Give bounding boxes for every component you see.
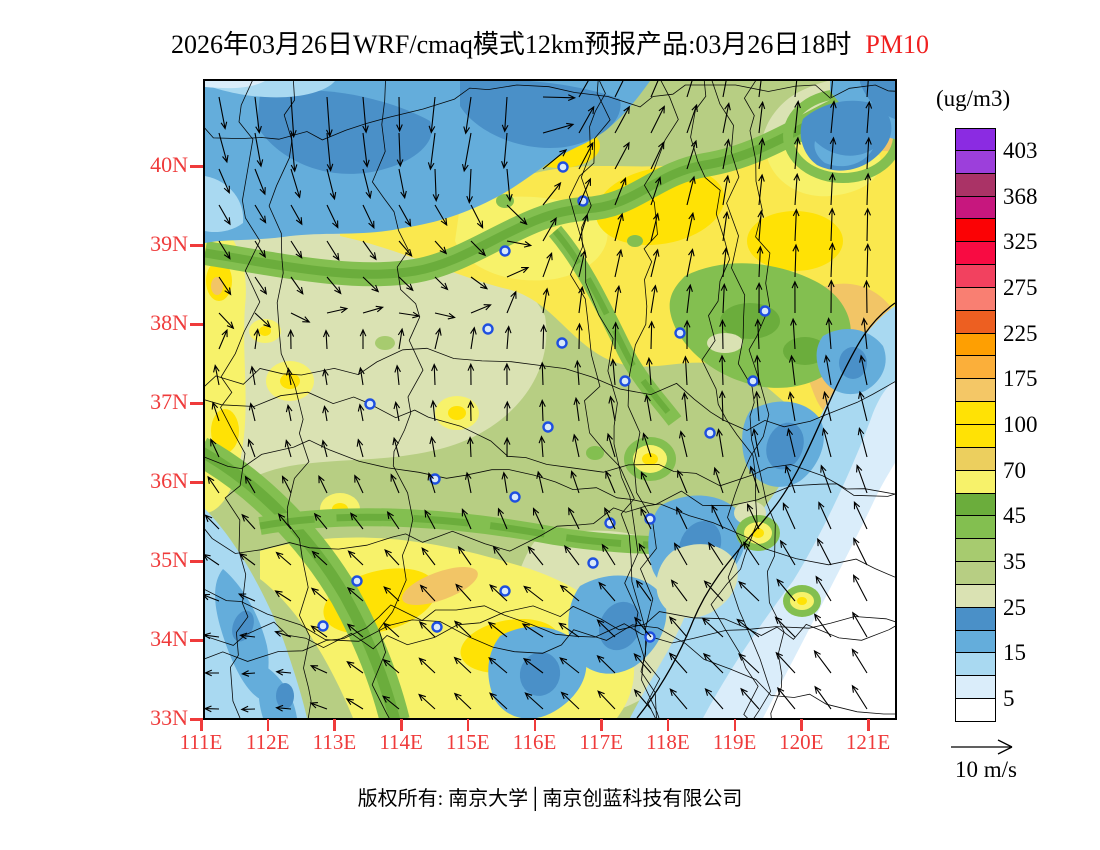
lon-label-112E: 112E [245,730,290,754]
title-text: 2026年03月26日WRF/cmaq模式12km预报产品:03月26日18时 [171,30,852,59]
lat-tick [190,481,203,484]
lon-label-111E: 111E [179,730,223,754]
lat-tick [190,560,203,563]
lat-label-36N: 36N [150,468,188,493]
colorbar-cell-13 [955,424,996,448]
lon-label-114E: 114E [379,730,423,754]
colorbar-level-175: 175 [1003,366,1038,392]
page-title: 2026年03月26日WRF/cmaq模式12km预报产品:03月26日18时 P… [0,24,1100,61]
colorbar-cell-20 [955,584,996,608]
lat-tick [190,718,203,721]
colorbar-cell-22 [955,630,996,654]
lon-tick [800,719,803,731]
wind-vectors [205,81,873,713]
colorbar-cell-8 [955,310,996,334]
lat-label-34N: 34N [150,626,188,651]
lon-tick [600,719,603,731]
coastline [636,302,895,718]
map-panel [203,79,897,720]
lat-tick [190,639,203,642]
lat-label-37N: 37N [150,389,188,414]
colorbar-cell-2 [955,173,996,197]
colorbar-cell-0 [955,128,996,151]
lon-tick [466,719,470,731]
colorbar-level-70: 70 [1003,457,1026,483]
wind-scale-label: 10 m/s [955,757,1017,782]
colorbar-cell-23 [955,653,996,677]
colorbar-cell-6 [955,265,996,288]
lon-tick [533,719,536,731]
lon-label-115E: 115E [446,730,490,754]
lon-label-113E: 113E [312,730,357,754]
lon-label-116E: 116E [512,730,557,754]
colorbar-level-325: 325 [1003,229,1038,255]
colorbar-level-100: 100 [1003,411,1038,437]
colorbar-unit-label: (ug/m3) [936,86,1011,111]
colorbar-level-25: 25 [1003,594,1026,620]
lon-tick [733,719,737,731]
lat-tick [190,402,203,405]
colorbar [955,128,996,722]
colorbar-cell-17 [955,516,996,540]
lat-tick [190,244,203,247]
lat-label-38N: 38N [150,310,188,335]
lat-label-33N: 33N [150,705,188,730]
colorbar-cell-7 [955,287,996,311]
colorbar-cell-3 [955,196,996,220]
colorbar-cell-24 [955,676,996,700]
colorbar-cell-12 [955,402,996,425]
colorbar-level-225: 225 [1003,320,1038,346]
colorbar-cell-1 [955,150,996,174]
title-species-pm10: PM10 [865,30,929,59]
colorbar-cell-18 [955,539,996,563]
lon-tick [266,719,270,731]
colorbar-cell-11 [955,379,996,403]
lat-label-40N: 40N [150,152,188,177]
lon-label-117E: 117E [579,730,623,754]
colorbar-cell-21 [955,607,996,631]
colorbar-cell-9 [955,333,996,357]
colorbar-cell-16 [955,493,996,517]
colorbar-cell-5 [955,242,996,266]
colorbar-level-403: 403 [1003,137,1038,163]
colorbar-level-15: 15 [1003,640,1026,666]
lon-tick [666,719,670,731]
colorbar-cell-4 [955,219,996,243]
lon-label-120E: 120E [779,730,824,754]
copyright-text: 版权所有: 南京大学│南京创蓝科技有限公司 [357,788,743,810]
pm10-concentration-map [205,81,895,718]
lon-tick [867,719,870,731]
lat-label-39N: 39N [150,231,188,256]
city-markers [317,161,771,643]
lon-label-119E: 119E [712,730,757,754]
colorbar-cell-25 [955,699,996,722]
lat-tick [190,165,203,168]
colorbar-level-5: 5 [1003,686,1015,712]
lon-tick [200,719,203,731]
colorbar-level-45: 45 [1003,503,1026,529]
colorbar-cell-14 [955,447,996,471]
lat-tick [190,323,203,326]
colorbar-level-275: 275 [1003,274,1038,300]
lon-tick [333,719,336,731]
lat-label-35N: 35N [150,547,188,572]
admin-boundaries [205,81,895,718]
colorbar-cell-15 [955,470,996,494]
colorbar-cell-19 [955,562,996,585]
lon-tick [400,719,403,731]
colorbar-level-368: 368 [1003,183,1038,209]
wind-scale-arrow [951,739,1013,755]
colorbar-level-35: 35 [1003,549,1026,575]
lon-label-121E: 121E [845,730,891,754]
colorbar-cell-10 [955,356,996,380]
lon-label-118E: 118E [646,730,690,754]
